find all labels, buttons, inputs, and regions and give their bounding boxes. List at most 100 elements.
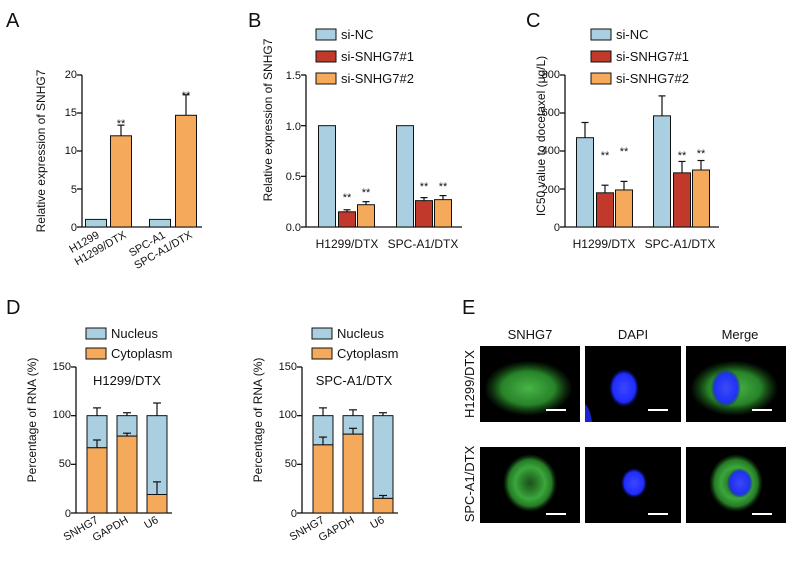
panel-label-b: B [248, 10, 261, 32]
panel-d-right-bar-nucleus [372, 415, 394, 499]
panel-a-bar [110, 135, 132, 228]
panel-c-ytick: 800 [542, 69, 560, 81]
micrograph-h1299-dapi [585, 346, 681, 422]
panel-b-chart: Relative expression of SNHG7 0.0 0.5 1.0… [261, 27, 462, 251]
panel-c-bar [653, 115, 671, 228]
panel-d-left-ytick: 50 [59, 458, 71, 470]
panel-c-bars [576, 95, 710, 228]
micrograph-h1299-snhg7 [480, 346, 580, 422]
panel-c-ytick: 400 [542, 145, 560, 157]
panel-c-legend: si-NC si-SNHG7#1 si-SNHG7#2 [590, 27, 689, 86]
panel-d-right-bar-cytoplasm [342, 433, 364, 514]
panel-b-sig: ** [362, 187, 371, 199]
micrograph-h1299-merge [686, 346, 786, 422]
panel-b-ytick: 0.0 [286, 222, 301, 234]
panel-d-left-legend-swatch-nucleus [85, 327, 107, 340]
panel-c-bar [673, 172, 691, 228]
panel-d-left-title: H1299/DTX [93, 373, 161, 388]
panel-c-ytick: 0 [554, 222, 560, 234]
panel-a-ylabel: Relative expression of SNHG7 [34, 69, 48, 232]
panel-d-left-ytick: 150 [53, 361, 71, 373]
panel-b-sig: ** [439, 181, 448, 193]
panel-d-right-legend-swatch-cytoplasm [311, 347, 333, 360]
panel-a-ytick: 20 [65, 69, 77, 81]
panel-d-left-bar-cytoplasm [86, 447, 108, 514]
panel-b-ytick: 0.5 [286, 171, 301, 183]
panel-c-sig: ** [620, 146, 629, 158]
panel-d-left-legend-swatch-cytoplasm [85, 347, 107, 360]
panel-label-d: D [6, 297, 20, 319]
panel-b-bars [318, 125, 452, 228]
panel-a-ytick: 10 [65, 145, 77, 157]
panel-c-legend-swatch-si1 [590, 50, 612, 63]
panel-a-chart: Relative expression of SNHG7 0 5 10 15 2… [34, 69, 202, 272]
panel-b-sig: ** [420, 181, 429, 193]
panel-c-bar [576, 137, 594, 228]
scale-bar [648, 513, 668, 515]
panel-b-bar [415, 200, 433, 228]
panel-d-left-ytick: 0 [65, 508, 71, 520]
panel-d-right-ytick: 50 [285, 458, 297, 470]
scale-bar [752, 409, 772, 411]
panel-b-legend: si-NC si-SNHG7#1 si-SNHG7#2 [315, 27, 414, 86]
panel-d-left-legend-label: Cytoplasm [111, 346, 172, 361]
panel-b-bar [318, 125, 336, 228]
panel-a-bars [85, 94, 197, 228]
panel-b-legend-label: si-SNHG7#2 [341, 71, 414, 86]
panel-b-sig: ** [343, 192, 352, 204]
panel-d-left-bar-cytoplasm [146, 494, 168, 514]
panel-c-legend-swatch-si2 [590, 72, 612, 85]
panel-d-left-legend: Nucleus Cytoplasm [85, 326, 172, 361]
panel-c-bar [615, 189, 633, 228]
panel-d-left-ylabel: Percentage of RNA (%) [25, 358, 39, 483]
panel-d-left-chart: Percentage of RNA (%) 0 50 100 150 H1299… [25, 326, 172, 544]
panel-a-sig-1: ** [117, 118, 126, 130]
panel-b-legend-swatch-si1 [315, 50, 337, 63]
panel-c-ytick: 200 [542, 184, 560, 196]
panel-e-col-title: DAPI [618, 327, 648, 342]
panel-e-microscopy: SNHG7 DAPI Merge H1299/DTX SPC-A1/DTX [462, 327, 786, 523]
panel-b-ytick: 1.0 [286, 121, 301, 133]
panel-c-chart: IC50 value to docetaxel (μg/L) 0 200 400… [534, 27, 719, 251]
panel-c-ytick: 600 [542, 107, 560, 119]
panel-d-left-ytick: 100 [53, 409, 71, 421]
panel-b-bar [357, 204, 375, 228]
micrograph-spca1-snhg7 [480, 447, 580, 523]
panel-e-row-title: H1299/DTX [462, 350, 477, 418]
panel-e-col-title: Merge [722, 327, 759, 342]
panel-c-legend-swatch-nc [590, 28, 612, 41]
micrograph-spca1-merge [686, 447, 786, 523]
panel-d-right-bar-cytoplasm [372, 497, 394, 514]
panel-a-ytick: 5 [71, 184, 77, 196]
panel-b-bar [396, 125, 414, 228]
panel-a-bar [85, 218, 107, 228]
panel-d-right-legend-label: Nucleus [337, 326, 384, 341]
panel-b-legend-label: si-SNHG7#1 [341, 49, 414, 64]
panel-d-left-legend-label: Nucleus [111, 326, 158, 341]
panel-label-c: C [526, 10, 540, 32]
panel-a-ytick: 0 [71, 222, 77, 234]
panel-a-ytick: 15 [65, 107, 77, 119]
scale-bar [546, 513, 566, 515]
panel-d-left-xtick: U6 [142, 514, 160, 531]
panel-b-xtick: SPC-A1/DTX [388, 237, 459, 251]
panel-c-sig: ** [678, 150, 687, 162]
scale-bar [546, 409, 566, 411]
panel-b-bar [338, 211, 356, 228]
panel-d-right-ytick: 100 [279, 409, 297, 421]
panel-d-right-xtick: U6 [368, 514, 386, 531]
panel-d-right-chart: Percentage of RNA (%) 0 50 100 150 SPC-A… [251, 326, 398, 544]
panel-c-bar [596, 192, 614, 228]
panel-a-bar [149, 218, 171, 228]
panel-d-right-bar-cytoplasm [312, 444, 334, 514]
panel-d-right-ytick: 0 [291, 508, 297, 520]
panel-c-legend-label: si-SNHG7#1 [616, 49, 689, 64]
panel-c-xtick: SPC-A1/DTX [645, 237, 716, 251]
panel-d-right-legend-swatch-nucleus [311, 327, 333, 340]
panel-d-right-ytick: 150 [279, 361, 297, 373]
panel-d-right-bars [312, 407, 394, 514]
panel-b-bar [434, 199, 452, 228]
panel-c-ylabel: IC50 value to docetaxel (μg/L) [534, 56, 548, 216]
panel-d-right-legend: Nucleus Cytoplasm [311, 326, 398, 361]
